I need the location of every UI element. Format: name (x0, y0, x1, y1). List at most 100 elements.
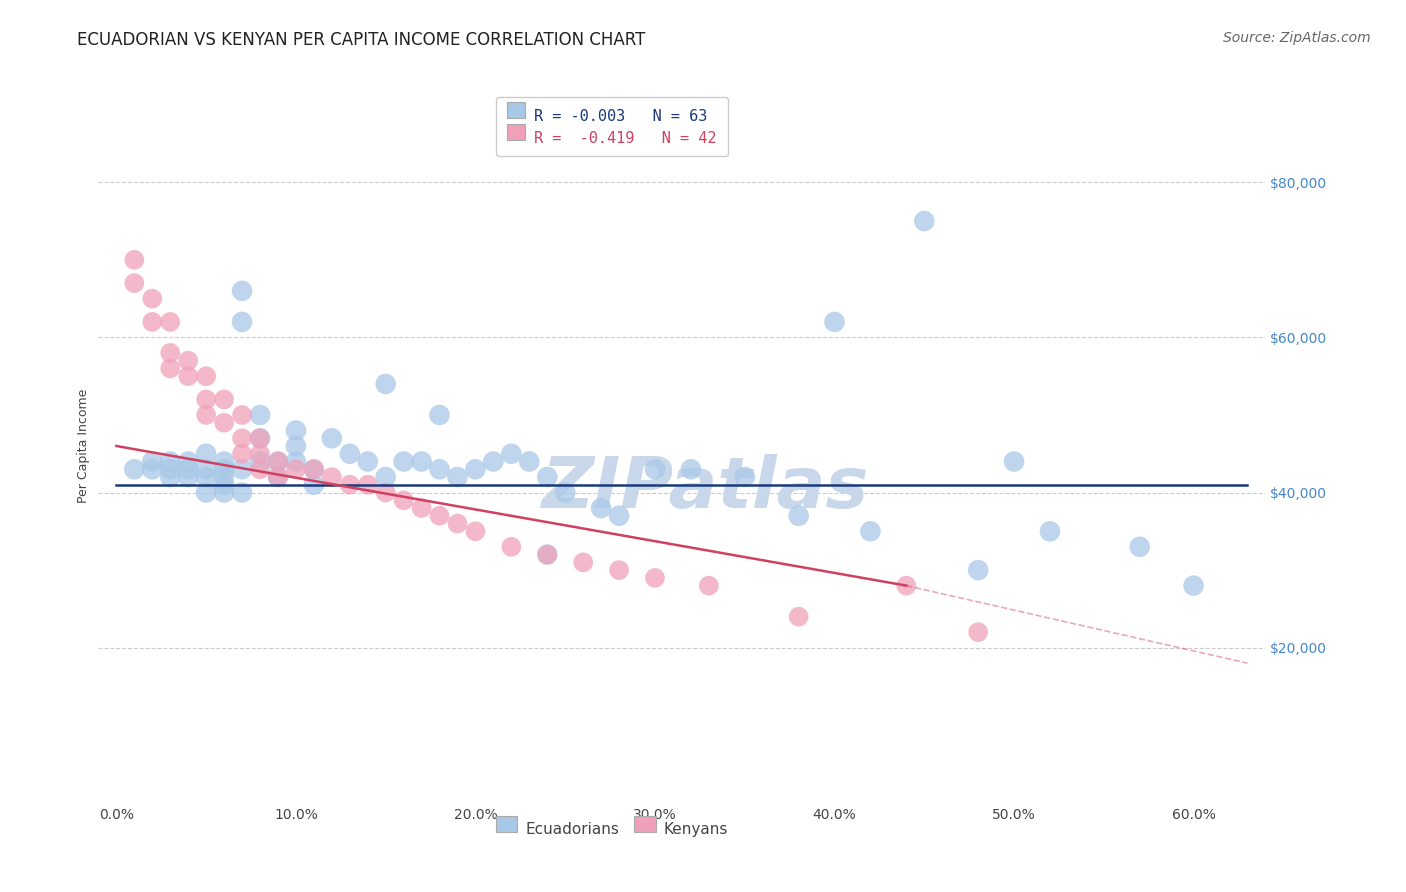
Point (1182, 579, 1205, 593)
Point (321, 470, 343, 484)
Point (177, 353, 200, 368)
Point (321, 431, 343, 445)
Point (607, 563, 630, 577)
Point (159, 470, 181, 484)
Point (195, 392, 218, 407)
Point (967, 625, 990, 640)
Y-axis label: Per Capita Income: Per Capita Income (77, 389, 90, 503)
Point (357, 477, 380, 491)
Point (302, 462, 325, 476)
Point (212, 485, 235, 500)
Point (124, 276, 146, 290)
Point (141, 315, 163, 329)
Point (284, 454, 307, 468)
Point (231, 315, 253, 329)
Point (231, 462, 253, 476)
Point (912, 214, 935, 228)
Point (212, 392, 235, 407)
Point (517, 454, 540, 468)
Point (231, 408, 253, 422)
Point (896, 579, 918, 593)
Point (141, 454, 163, 468)
Point (1039, 524, 1062, 539)
Point (734, 470, 756, 484)
Point (231, 284, 253, 298)
Point (1002, 454, 1025, 468)
Point (249, 447, 271, 461)
Point (374, 470, 396, 484)
Point (141, 292, 163, 306)
Point (429, 462, 451, 476)
Point (302, 462, 325, 476)
Point (141, 462, 163, 476)
Point (212, 477, 235, 491)
Point (536, 548, 558, 562)
Point (429, 408, 451, 422)
Point (231, 431, 253, 445)
Point (177, 470, 200, 484)
Point (446, 516, 468, 531)
Point (284, 462, 307, 476)
Point (607, 508, 630, 523)
Point (482, 454, 505, 468)
Point (249, 462, 271, 476)
Point (284, 439, 307, 453)
Point (302, 477, 325, 491)
Point (267, 454, 290, 468)
Point (249, 408, 271, 422)
Point (501, 447, 523, 461)
Point (787, 508, 810, 523)
Point (554, 485, 576, 500)
Point (501, 540, 523, 554)
Point (159, 346, 181, 360)
Point (464, 524, 486, 539)
Point (249, 431, 271, 445)
Point (824, 315, 846, 329)
Point (859, 524, 882, 539)
Point (392, 493, 415, 508)
Point (464, 462, 486, 476)
Point (212, 470, 235, 484)
Point (159, 361, 181, 376)
Point (124, 252, 146, 267)
Point (177, 369, 200, 384)
Point (1129, 540, 1152, 554)
Text: ZIPatlas: ZIPatlas (541, 454, 869, 524)
Point (231, 447, 253, 461)
Point (339, 477, 361, 491)
Point (591, 501, 613, 516)
Point (249, 431, 271, 445)
Point (536, 470, 558, 484)
Point (177, 462, 200, 476)
Point (374, 485, 396, 500)
Point (536, 548, 558, 562)
Point (212, 454, 235, 468)
Point (177, 454, 200, 468)
Point (787, 609, 810, 624)
Point (231, 485, 253, 500)
Point (267, 454, 290, 468)
Point (212, 462, 235, 476)
Point (446, 470, 468, 484)
Point (267, 470, 290, 484)
Point (697, 579, 720, 593)
Point (195, 447, 218, 461)
Point (249, 454, 271, 468)
Point (392, 454, 415, 468)
Point (195, 485, 218, 500)
Point (411, 454, 433, 468)
Text: Source: ZipAtlas.com: Source: ZipAtlas.com (1223, 31, 1371, 45)
Point (967, 563, 990, 577)
Point (411, 501, 433, 516)
Point (124, 462, 146, 476)
Point (339, 447, 361, 461)
Point (644, 462, 666, 476)
Text: ECUADORIAN VS KENYAN PER CAPITA INCOME CORRELATION CHART: ECUADORIAN VS KENYAN PER CAPITA INCOME C… (77, 31, 645, 49)
Point (212, 416, 235, 430)
Point (679, 462, 702, 476)
Point (159, 315, 181, 329)
Point (195, 369, 218, 384)
Point (644, 571, 666, 585)
Point (284, 424, 307, 438)
Point (267, 470, 290, 484)
